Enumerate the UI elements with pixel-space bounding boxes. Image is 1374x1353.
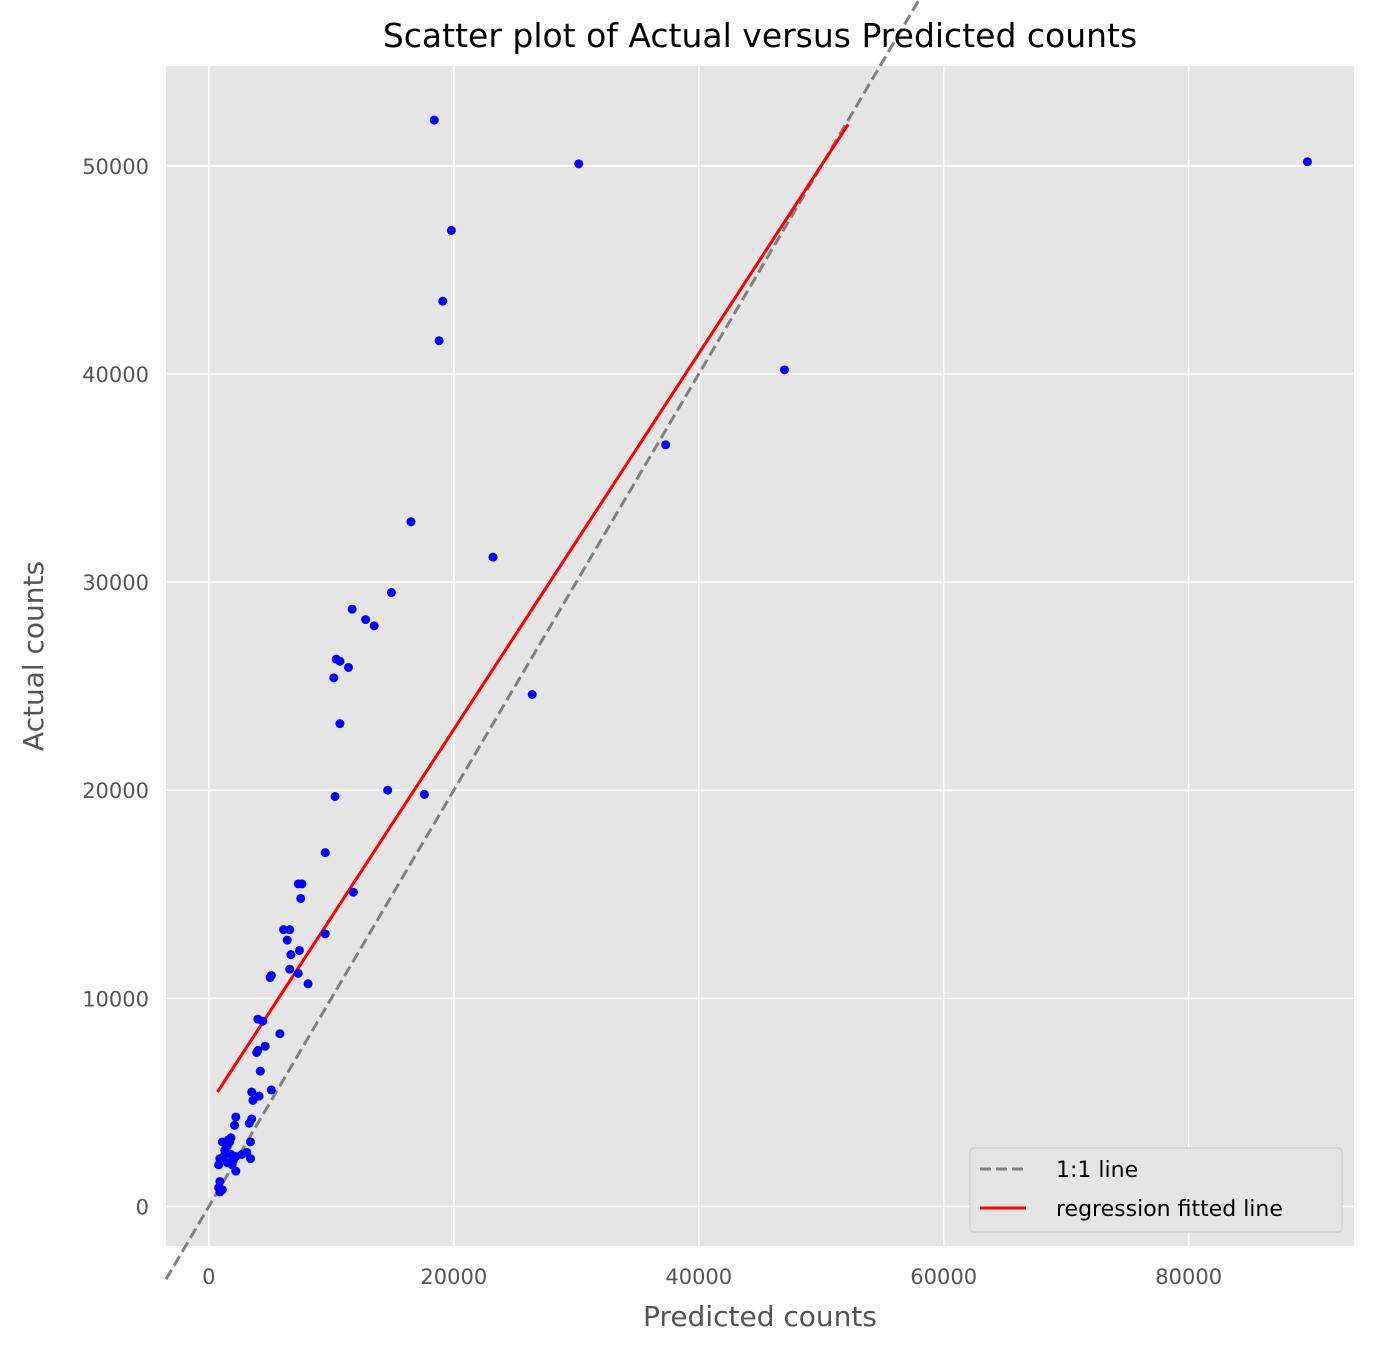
data-point — [329, 673, 339, 683]
data-point — [230, 1120, 240, 1130]
data-point — [228, 1156, 238, 1166]
y-tick-label: 20000 — [82, 779, 149, 803]
x-tick-label: 60000 — [910, 1265, 977, 1289]
data-point — [279, 925, 289, 935]
gridlines — [166, 66, 1354, 1246]
identity-line-layer — [164, 0, 921, 1281]
data-point — [258, 1016, 268, 1026]
data-point — [779, 365, 789, 375]
y-axis-label: Actual counts — [17, 561, 50, 751]
data-point — [246, 1154, 256, 1164]
y-tick-labels: 0 10000 20000 30000 40000 50000 — [82, 155, 149, 1220]
data-points — [214, 115, 1312, 1197]
data-point — [386, 588, 396, 598]
data-point — [369, 621, 379, 631]
legend-regression-label: regression fitted line — [1056, 1197, 1283, 1222]
data-point — [247, 1087, 257, 1097]
chart-title: Scatter plot of Actual versus Predicted … — [383, 16, 1137, 55]
x-tick-label: 40000 — [665, 1265, 732, 1289]
data-point — [296, 893, 306, 903]
data-point — [265, 973, 275, 983]
data-point — [246, 1137, 256, 1147]
data-point — [260, 1041, 270, 1051]
data-point — [361, 615, 371, 625]
data-point — [434, 336, 444, 346]
y-tick-label: 40000 — [82, 363, 149, 387]
y-tick-label: 30000 — [82, 571, 149, 595]
plot-background — [166, 66, 1354, 1246]
x-axis-label: Predicted counts — [643, 1300, 877, 1333]
data-point — [231, 1112, 241, 1122]
data-point — [419, 789, 429, 799]
data-point — [294, 945, 304, 955]
data-point — [574, 159, 584, 169]
data-point — [661, 440, 671, 450]
x-tick-labels: 0 20000 40000 60000 80000 — [202, 1265, 1222, 1289]
data-point — [347, 604, 357, 614]
x-tick-label: 80000 — [1155, 1265, 1222, 1289]
data-point — [297, 879, 307, 889]
data-point — [286, 950, 296, 960]
data-point — [429, 115, 439, 125]
data-point — [244, 1118, 254, 1128]
data-point — [237, 1149, 247, 1159]
x-tick-label: 0 — [202, 1265, 215, 1289]
data-point — [348, 887, 358, 897]
data-point — [335, 656, 345, 666]
data-point — [252, 1047, 262, 1057]
data-point — [214, 1160, 224, 1170]
y-tick-label: 10000 — [82, 987, 149, 1011]
data-point — [488, 552, 498, 562]
data-point — [293, 968, 303, 978]
data-point — [343, 662, 353, 672]
legend-identity-label: 1:1 line — [1056, 1158, 1138, 1183]
data-point — [275, 1029, 285, 1039]
y-tick-label: 0 — [136, 1195, 149, 1219]
data-point — [335, 719, 345, 729]
data-point — [255, 1066, 265, 1076]
data-point — [527, 690, 537, 700]
y-tick-label: 50000 — [82, 155, 149, 179]
data-point — [330, 791, 340, 801]
data-point — [438, 296, 448, 306]
data-point — [303, 979, 313, 989]
data-point — [320, 848, 330, 858]
data-point — [282, 935, 292, 945]
identity-line — [164, 0, 921, 1281]
data-point — [231, 1166, 241, 1176]
data-point — [266, 1085, 276, 1095]
legend: 1:1 line regression fitted line — [969, 1147, 1343, 1233]
data-point — [383, 785, 393, 795]
data-point — [406, 517, 416, 527]
data-point — [1302, 157, 1312, 167]
data-point — [215, 1187, 225, 1197]
data-point — [320, 929, 330, 939]
legend-box — [969, 1147, 1343, 1233]
data-point — [248, 1095, 258, 1105]
x-tick-label: 20000 — [420, 1265, 487, 1289]
data-point — [446, 225, 456, 235]
data-point — [285, 964, 295, 974]
